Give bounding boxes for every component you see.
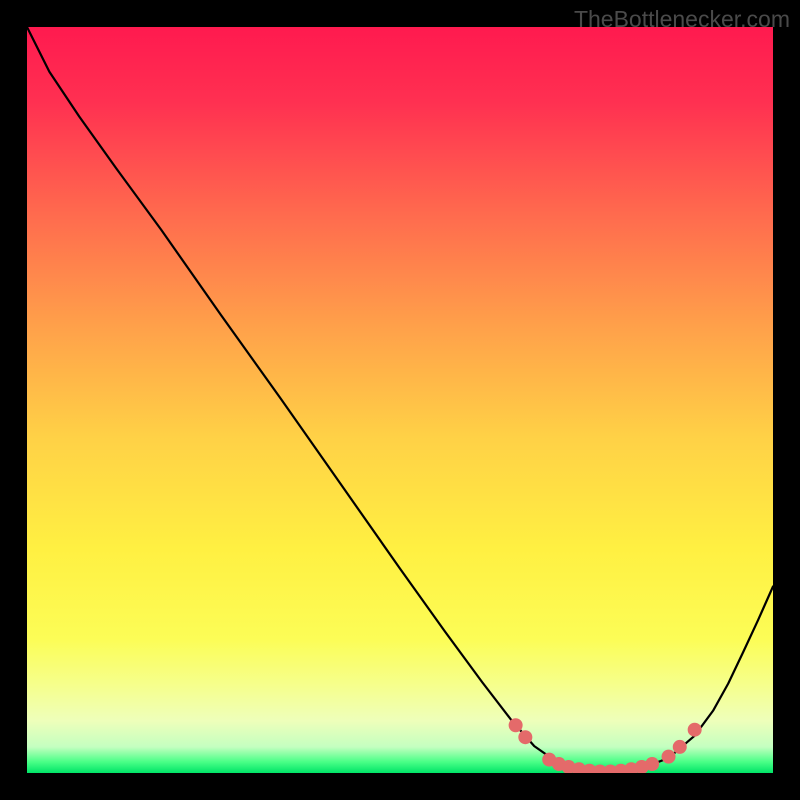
plot-area <box>27 27 773 773</box>
background-gradient <box>27 27 773 773</box>
stage: TheBottlenecker.com <box>0 0 800 800</box>
